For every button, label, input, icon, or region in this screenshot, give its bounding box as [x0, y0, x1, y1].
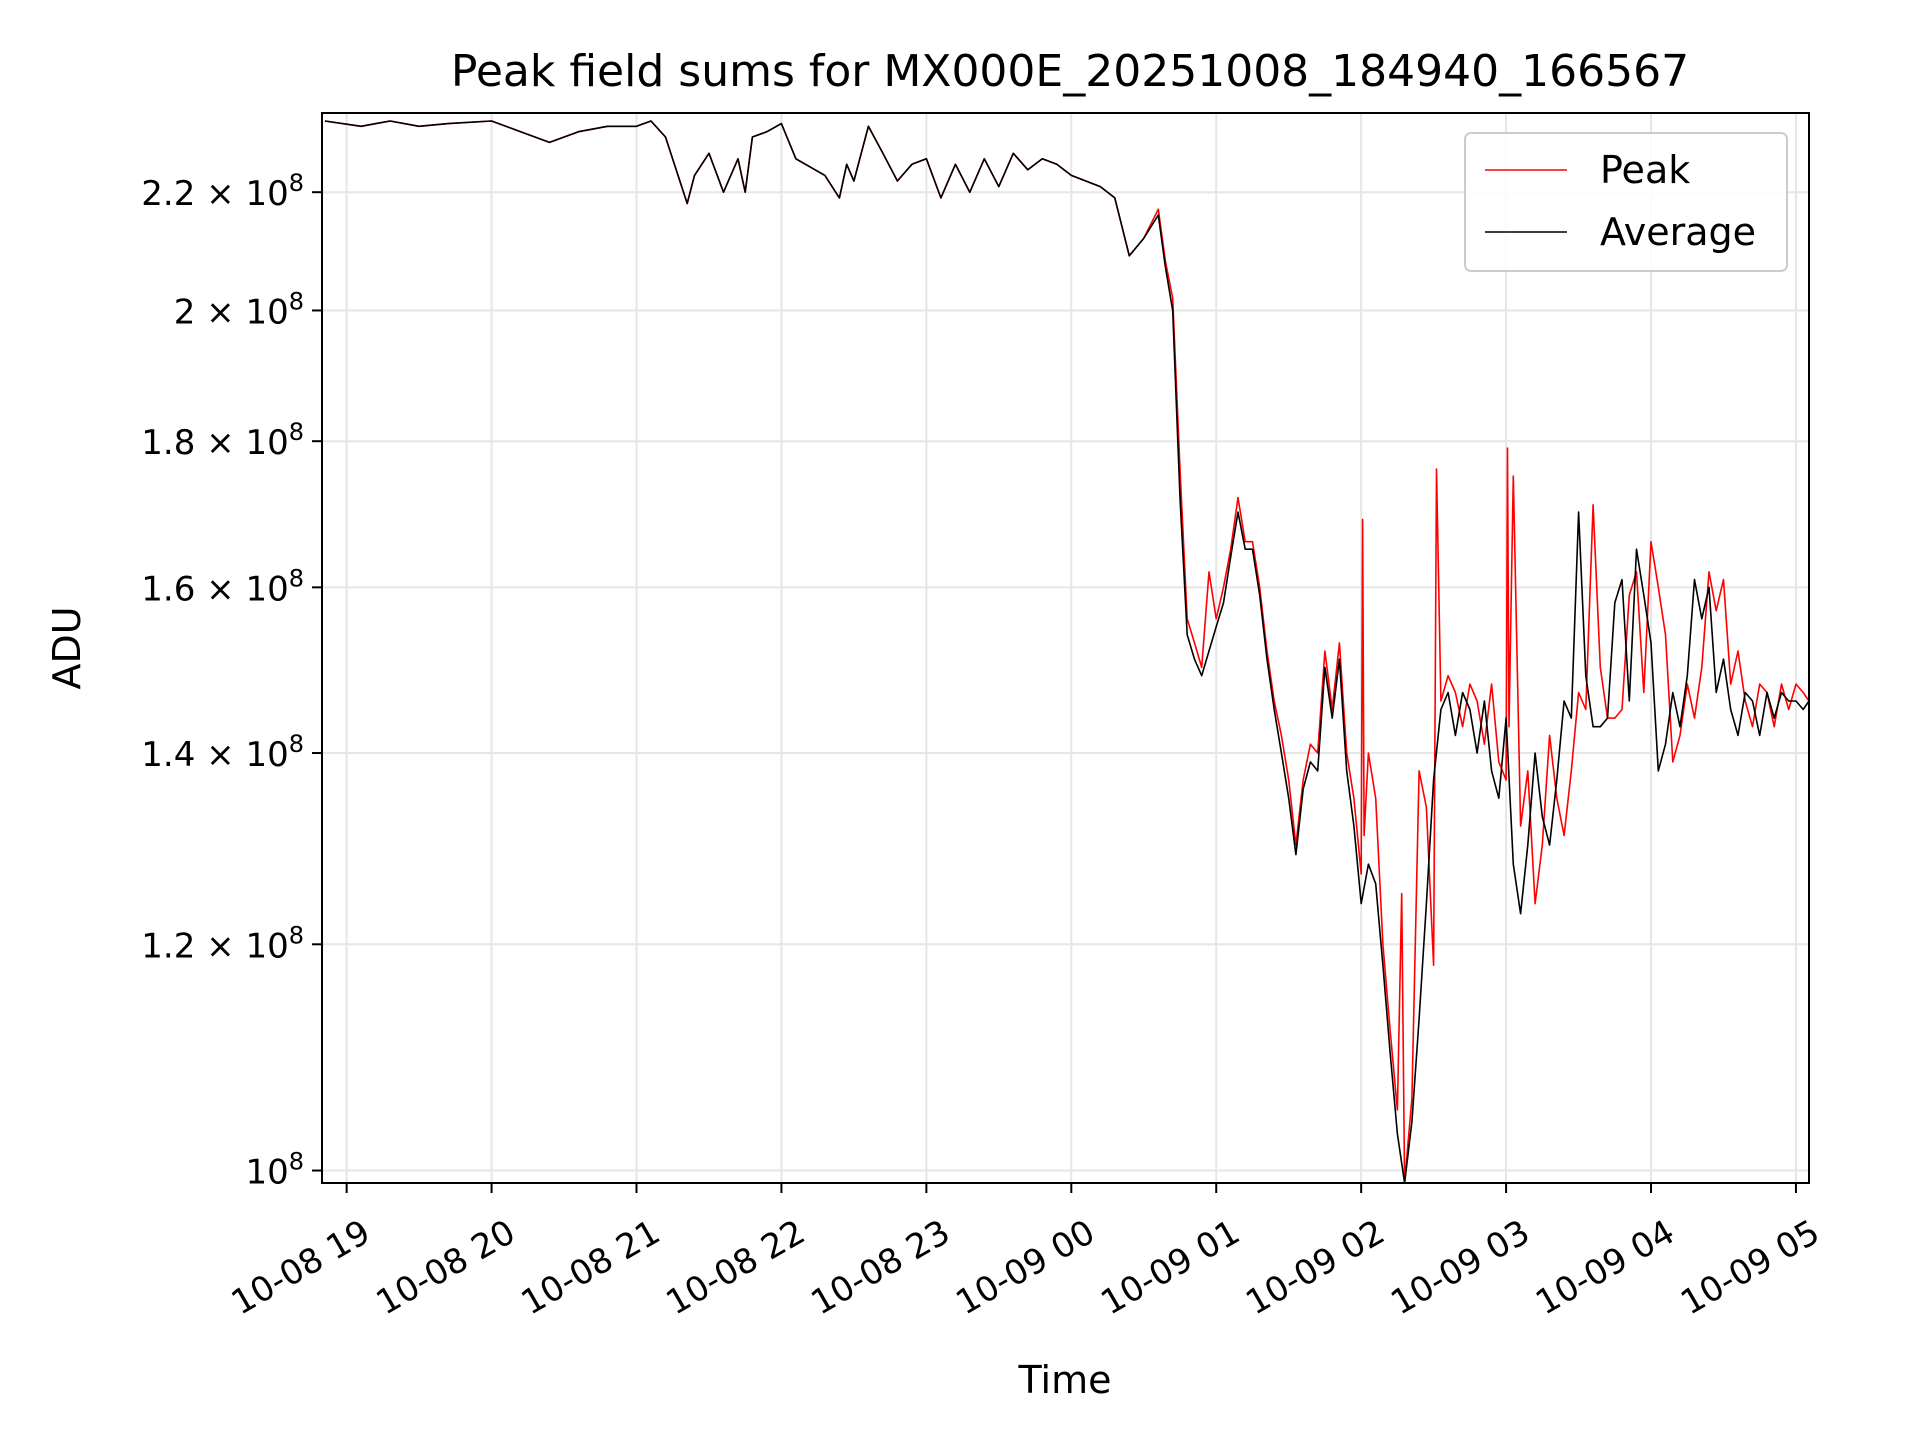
series-line-average — [324, 120, 1810, 1184]
y-tick-label: 1.6 × 108 — [141, 564, 304, 609]
plot-area-frame — [321, 112, 1810, 1184]
y-tick-label: 1.4 × 108 — [141, 730, 304, 775]
y-tick-label: 1.8 × 108 — [141, 418, 304, 463]
legend-box — [1464, 132, 1788, 272]
y-tick-label: 2 × 108 — [174, 287, 304, 332]
legend: Peak Average — [1464, 132, 1788, 272]
legend-label-average: Average — [1600, 210, 1756, 254]
y-axis-label: ADU — [45, 606, 89, 689]
legend-label-peak: Peak — [1600, 148, 1690, 192]
x-axis-label: Time — [1018, 1358, 1112, 1402]
chart-title: Peak field sums for MX000E_20251008_1849… — [451, 46, 1689, 97]
y-tick-label: 1.2 × 108 — [141, 921, 304, 966]
y-tick-label: 2.2 × 108 — [141, 169, 304, 214]
series-layer — [324, 120, 1810, 1184]
